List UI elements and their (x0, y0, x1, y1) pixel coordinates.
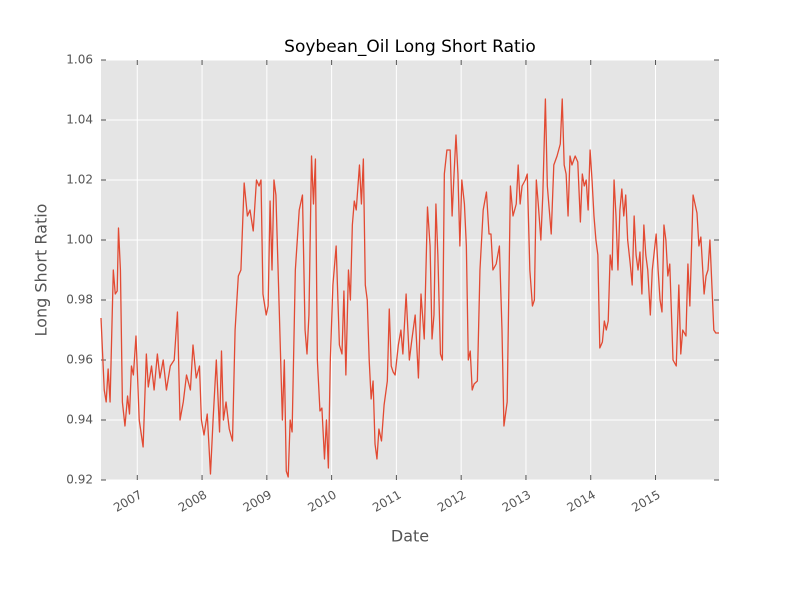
x-tick-label: 2010 (305, 488, 338, 515)
y-tick-label: 0.96 (66, 353, 93, 367)
x-tick-label: 2007 (111, 488, 144, 515)
plot-area (101, 60, 719, 480)
y-tick-label: 1.00 (66, 233, 93, 247)
y-tick-label: 1.06 (66, 53, 93, 67)
y-tick-label: 1.02 (66, 173, 93, 187)
x-tick-label: 2008 (176, 488, 209, 515)
x-tick-label: 2015 (629, 488, 662, 515)
x-tick-label: 2009 (241, 488, 274, 515)
y-tick-label: 0.92 (66, 473, 93, 487)
x-tick-label: 2012 (435, 488, 468, 515)
x-tick-label: 2014 (565, 488, 598, 515)
x-axis-label: Date (391, 527, 429, 546)
y-axis-label: Long Short Ratio (32, 204, 51, 337)
y-tick-label: 0.98 (66, 293, 93, 307)
x-tick-label: 2011 (370, 488, 403, 515)
y-tick-label: 0.94 (66, 413, 93, 427)
chart-title: Soybean_Oil Long Short Ratio (284, 37, 536, 57)
data-line (100, 98, 719, 478)
x-tick-label: 2013 (500, 488, 533, 515)
y-tick-label: 1.04 (66, 113, 93, 127)
